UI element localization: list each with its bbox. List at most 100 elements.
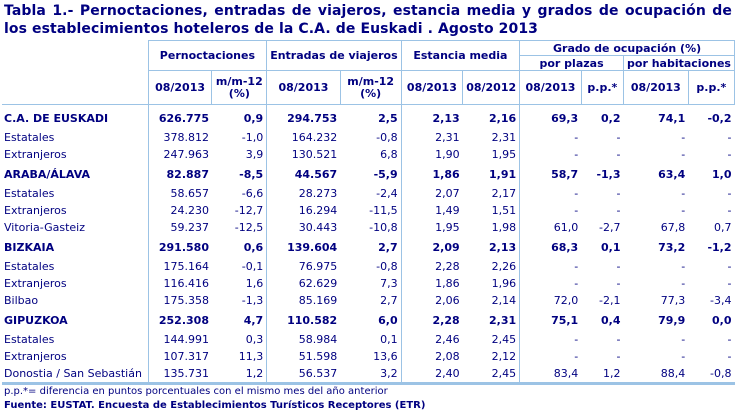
cell-estancia-2012: 2,14: [462, 292, 521, 309]
cell-estancia-2013: 1,86: [400, 163, 463, 185]
cell-plazas-2013: 58,7: [519, 163, 582, 185]
header-est-0812: 08/2012: [462, 70, 521, 105]
row-label: Estatales: [4, 260, 55, 273]
cell-pernoctaciones-value: 135.731: [147, 365, 212, 385]
table-title: Tabla 1.- Pernoctaciones, entradas de vi…: [4, 3, 732, 37]
cell-pernoctaciones-change: 1,2: [211, 365, 267, 385]
row-label: Estatales: [4, 131, 55, 144]
cell-estancia-2012: 2,45: [462, 331, 521, 348]
cell-plazas-2013: -: [519, 202, 582, 219]
statistics-table: Pernoctaciones Entradas de viajeros Esta…: [2, 40, 735, 385]
cell-pernoctaciones-change: -1,0: [241, 131, 264, 144]
cell-entradas-change: 6,8: [380, 148, 398, 161]
cell-pernoctaciones-value: 247.963: [147, 146, 212, 163]
cell-estancia-2012: 1,96: [462, 275, 521, 292]
cell-estancia-2013: 2,31: [400, 129, 463, 146]
cell-estancia-2013: 2,28: [400, 309, 463, 331]
cell-plazas-pp: 0,4: [601, 313, 621, 327]
cell-pernoctaciones-change: 0,9: [243, 111, 264, 125]
cell-habitaciones-pp: -0,2: [707, 111, 732, 125]
cell-pernoctaciones-value: 59.237: [147, 219, 212, 236]
table-row-region: C.A. DE EUSKADI 626.775 0,9 294.753 2,5 2,13 2…: [2, 104, 735, 129]
cell-habitaciones-pp: 0,7: [714, 221, 732, 234]
cell-entradas-change: 7,3: [380, 277, 398, 290]
cell-plazas-pp: -: [616, 350, 621, 363]
cell-estancia-2012: 1,51: [462, 202, 521, 219]
cell-habitaciones-2013: -: [681, 350, 686, 363]
header-ent-mm12: m/m-12 (%): [339, 70, 402, 105]
cell-plazas-2013: -: [519, 258, 582, 275]
cell-entradas-change: -0,8: [376, 260, 398, 273]
cell-entradas-change: -0,8: [376, 131, 398, 144]
row-label: GIPUZKOA: [4, 313, 68, 327]
cell-estancia-2013: 2,13: [400, 104, 463, 129]
cell-pernoctaciones-change: 3,9: [245, 148, 264, 161]
header-hab-pp: p.p.*: [687, 70, 735, 105]
table-row-region: BIZKAIA 291.580 0,6 139.604 2,7 2,09 2,13 68,3 0…: [2, 236, 735, 258]
cell-entradas-value: 139.604: [266, 236, 341, 258]
cell-entradas-change: 2,7: [378, 240, 398, 254]
header-ent-0813: 08/2013: [266, 70, 341, 105]
cell-entradas-value: 28.273: [266, 185, 341, 202]
row-label: Estatales: [4, 187, 55, 200]
cell-pernoctaciones-value: 378.812: [147, 129, 212, 146]
cell-estancia-2013: 2,28: [400, 258, 463, 275]
header-por-plazas: por plazas: [519, 55, 624, 71]
cell-estancia-2012: 2,26: [462, 258, 521, 275]
cell-habitaciones-pp: -: [727, 131, 732, 144]
cell-entradas-value: 51.598: [266, 348, 341, 365]
cell-habitaciones-pp: -: [727, 350, 732, 363]
cell-habitaciones-pp: -: [727, 187, 732, 200]
table-row-region: GIPUZKOA 252.308 4,7 110.582 6,0 2,28 2,31 75,1…: [2, 309, 735, 331]
cell-plazas-pp: -: [616, 131, 621, 144]
row-label: Bilbao: [4, 294, 39, 307]
cell-estancia-2013: 2,40: [400, 365, 463, 385]
table-row: Bilbao 175.358 -1,3 85.169 2,7 2,06 2,14 72,0 -2…: [2, 292, 735, 309]
cell-habitaciones-pp: -1,2: [707, 240, 732, 254]
header-pern-0813: 08/2013: [147, 70, 213, 105]
row-label: BIZKAIA: [4, 240, 55, 254]
header-est-0813: 08/2013: [400, 70, 464, 105]
cell-pernoctaciones-change: -0,1: [241, 260, 264, 273]
cell-entradas-value: 294.753: [266, 104, 341, 129]
cell-plazas-2013: 69,3: [519, 104, 582, 129]
header-blank: [2, 40, 149, 105]
cell-estancia-2013: 2,09: [400, 236, 463, 258]
cell-pernoctaciones-value: 175.164: [147, 258, 212, 275]
cell-habitaciones-pp: -0,8: [688, 365, 735, 385]
table-row: Estatales 58.657 -6,6 28.273 -2,4 2,07 2,17- - -…: [2, 185, 735, 202]
cell-entradas-change: 6,0: [378, 313, 398, 327]
cell-habitaciones-2013: -: [681, 333, 686, 346]
cell-pernoctaciones-change: 0,3: [245, 333, 264, 346]
cell-plazas-pp: -1,3: [596, 167, 621, 181]
cell-habitaciones-2013: 88,4: [623, 365, 689, 385]
cell-plazas-2013: -: [519, 348, 582, 365]
cell-plazas-2013: 75,1: [519, 309, 582, 331]
cell-plazas-2013: -: [519, 275, 582, 292]
cell-estancia-2012: 1,98: [462, 219, 521, 236]
cell-entradas-change: 13,6: [373, 350, 398, 363]
row-label: Donostia / San Sebastián: [2, 365, 149, 385]
cell-pernoctaciones-value: 291.580: [147, 236, 212, 258]
cell-plazas-pp: -: [616, 148, 621, 161]
header-plazas-pp: p.p.*: [580, 70, 625, 105]
cell-entradas-change: 2,7: [380, 294, 398, 307]
cell-plazas-2013: 83,4: [519, 365, 582, 385]
cell-habitaciones-pp: -3,4: [710, 294, 732, 307]
cell-habitaciones-2013: -: [681, 260, 686, 273]
cell-plazas-2013: 68,3: [519, 236, 582, 258]
cell-estancia-2013: 1,86: [400, 275, 463, 292]
cell-pernoctaciones-value: 116.416: [147, 275, 212, 292]
row-label: Extranjeros: [4, 277, 67, 290]
cell-pernoctaciones-change: 4,7: [243, 313, 264, 327]
cell-pernoctaciones-change: -12,7: [234, 204, 264, 217]
cell-estancia-2013: 1,90: [400, 146, 463, 163]
cell-pernoctaciones-change: 1,6: [245, 277, 264, 290]
cell-entradas-value: 58.984: [266, 331, 341, 348]
cell-habitaciones-2013: -: [681, 148, 686, 161]
cell-habitaciones-2013: 63,4: [658, 167, 686, 181]
footnote: p.p.*= diferencia en puntos porcentuales…: [4, 386, 388, 397]
cell-pernoctaciones-value: 175.358: [147, 292, 212, 309]
cell-entradas-change: 2,5: [378, 111, 398, 125]
cell-pernoctaciones-value: 107.317: [147, 348, 212, 365]
